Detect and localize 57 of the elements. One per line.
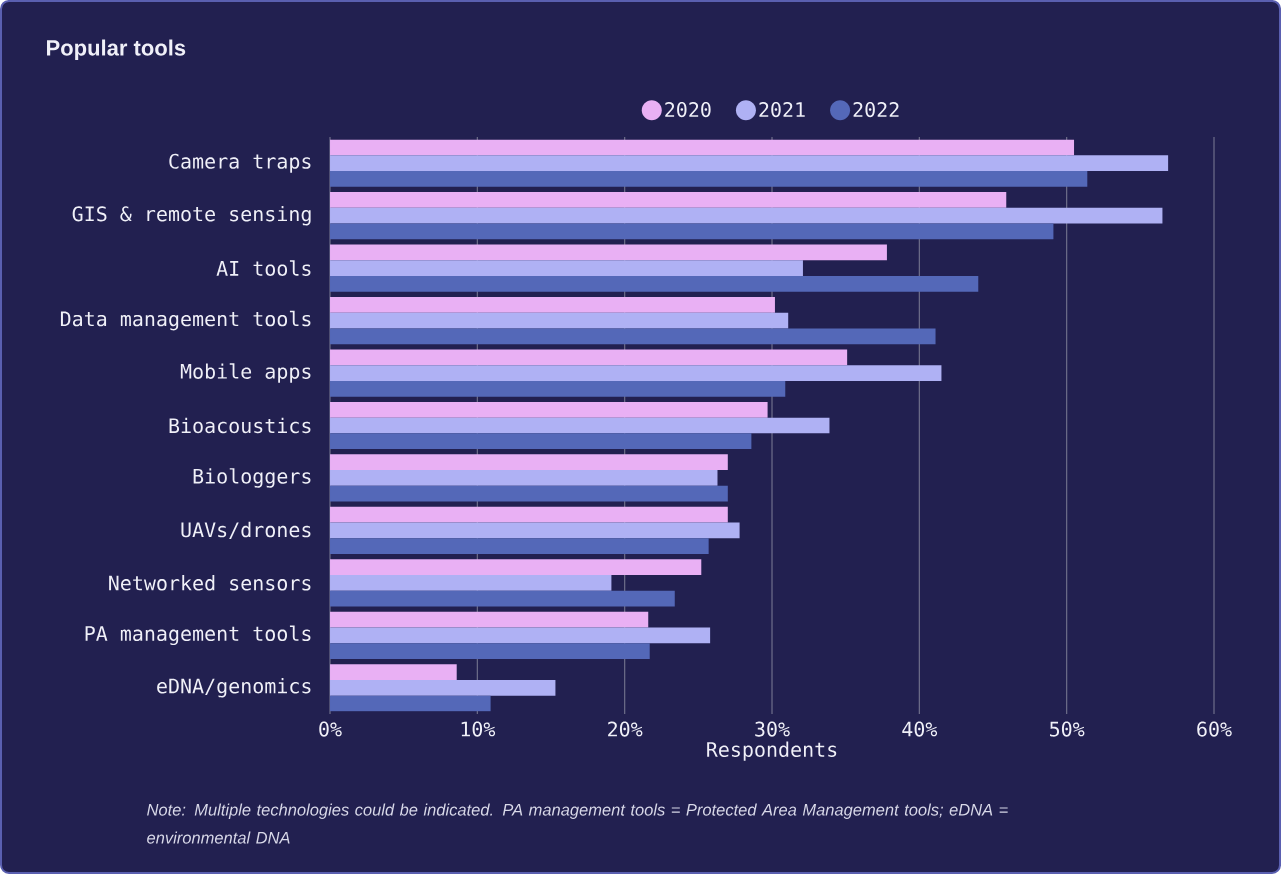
bar [330,627,711,644]
y-tick-label: UAVs/drones [181,521,311,539]
bar [330,664,457,680]
legend-label: 2021 [759,102,805,118]
bar [330,328,936,345]
bar [330,349,848,366]
bar [330,207,1163,224]
bar [330,643,650,659]
legend-label: 2020 [665,102,711,118]
x-tick-label: 10% [461,721,496,737]
bar [330,365,942,381]
bar [330,590,675,607]
y-tick-label: Data management tools [60,310,311,331]
bar [330,485,728,502]
y-tick-label: Mobile apps [180,363,311,383]
bar [330,506,728,523]
bar [330,296,775,313]
x-tick-label: 20% [608,721,643,737]
x-tick-label: 0% [319,721,342,737]
bar [330,380,786,397]
text: Note: Multiple technologies could be indicated. PA management tools = Protected Area Management tools; eDNA = environmental DNA [147,803,1008,844]
bar [330,522,740,539]
x-tick-label: 40% [902,721,938,737]
bar [330,454,728,471]
bar [330,417,830,434]
bar [330,276,979,292]
bar [330,312,789,329]
y-tick-label: Biologgers [193,468,311,488]
text: Popular tools [47,39,186,61]
bar [330,401,768,418]
bar [330,679,556,696]
bar [330,171,1088,187]
y-tick-label: PA management tools [85,625,311,646]
y-tick-label: GIS & remote sensing [72,205,311,226]
bar [330,139,1075,156]
y-tick-label: eDNA/genomics [157,678,311,698]
bar [330,470,718,486]
bar [330,574,612,591]
bar [330,538,709,554]
y-tick-label: Networked sensors [109,575,311,591]
bar [330,611,649,628]
bar [330,433,752,450]
bar [330,260,803,276]
legend-label: 2022 [853,102,899,118]
bar [330,155,1169,172]
bar [330,695,491,712]
bar [330,192,1007,208]
x-axis-title: Respondents [707,741,837,761]
bar [330,244,887,261]
bar [330,559,702,575]
bar [330,223,1054,240]
x-tick-label: 30% [755,721,790,737]
y-tick-label: AI tools [216,260,311,276]
x-tick-label: 60% [1197,721,1232,737]
y-tick-label: Bioacoustics [169,417,311,434]
y-tick-label: Camera traps [169,153,311,173]
x-tick-label: 50% [1050,721,1085,737]
